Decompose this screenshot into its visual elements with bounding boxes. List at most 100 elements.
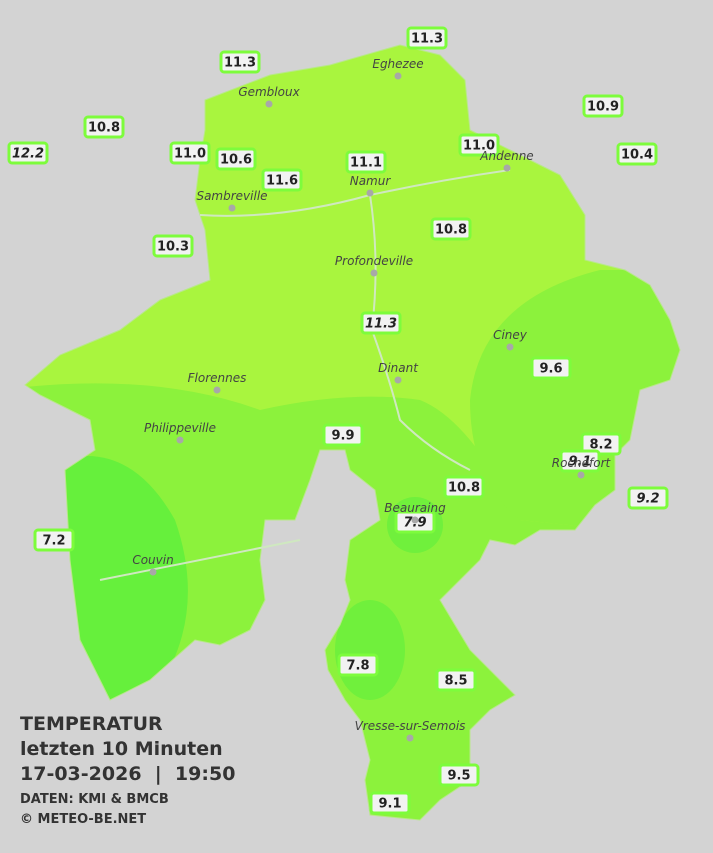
label-box [582,94,624,118]
station-label: 9.9 [322,423,364,447]
legend-datetime: 17-03-2026 | 19:50 [20,763,235,785]
place-name: Ciney [493,328,528,342]
station-label: 12.2 [7,141,49,165]
label-box [261,168,303,192]
place-name: Florennes [188,371,247,385]
station-value: 11.0 [463,139,495,154]
station-value: 10.9 [587,100,619,115]
station-value: 8.5 [444,674,467,689]
label-box [7,141,49,165]
station-label: 10.4 [616,142,658,166]
station-value: 9.9 [331,429,354,444]
station-label: 8.2 [580,432,622,456]
place-dot [411,516,419,524]
place-dot [370,269,378,277]
place-name: Dinant [378,361,419,375]
place-name: Philippeville [144,421,216,435]
label-box [83,115,125,139]
place-dot [228,204,236,212]
station-value: 9.6 [539,362,562,377]
station-label: 9.1 [369,791,411,815]
place-name: Rochefort [552,456,612,470]
place-dot [265,100,273,108]
station-value: 11.3 [411,32,443,47]
station-label: 10.8 [83,115,125,139]
station-value: 9.5 [447,769,470,784]
place-name: Namur [350,174,392,188]
station-value: 7.2 [42,534,65,549]
label-box [322,423,364,447]
station-label: 11.3 [406,26,448,50]
label-box [152,234,194,258]
station-value: 11.3 [224,56,256,71]
station-label: 11.3 [219,50,261,74]
station-label: 9.1 [559,449,601,473]
place-name: Eghezee [372,57,423,71]
river [369,194,471,471]
station-value: 10.8 [435,223,467,238]
label-box [530,356,572,380]
label-box [430,217,472,241]
label-box [33,528,75,552]
station-label: 10.6 [215,147,257,171]
place-dot [394,376,402,384]
label-box [559,449,601,473]
station-label: 11.0 [458,133,500,157]
station-value: 8.2 [589,438,612,453]
label-box [443,475,485,499]
station-value: 11.6 [266,174,298,189]
station-value: 9.2 [636,492,659,507]
station-value: 12.2 [12,147,44,162]
label-box [438,763,480,787]
place-dot [577,471,585,479]
place-dot [213,386,221,394]
place-dot [394,72,402,80]
place-dot [176,436,184,444]
legend: TEMPERATUR letzten 10 Minuten 17-03-2026… [20,713,235,827]
label-box [627,486,669,510]
legend-title: TEMPERATUR [20,713,163,735]
station-label: 11.3 [360,311,402,335]
station-label: 11.0 [169,141,211,165]
station-value: 10.3 [157,240,189,255]
label-box [435,668,477,692]
place-dot [503,164,511,172]
station-label: 7.2 [33,528,75,552]
station-label: 9.5 [438,763,480,787]
label-box [580,432,622,456]
station-label: 10.3 [152,234,194,258]
station-value: 7.8 [346,659,369,674]
station-label: 11.1 [345,150,387,174]
station-label: 9.6 [530,356,572,380]
place-name: Beauraing [384,501,446,515]
station-value: 11.3 [365,317,397,332]
label-box [369,791,411,815]
station-value: 11.1 [350,156,382,171]
place-name: Vresse-sur-Semois [355,719,466,733]
station-label: 7.8 [337,653,379,677]
station-value: 11.0 [174,147,206,162]
station-value: 10.6 [220,153,252,168]
legend-copyright: © METEO-BE.NET [20,812,146,827]
label-box [169,141,211,165]
station-label: 10.8 [430,217,472,241]
station-label: 10.8 [443,475,485,499]
place-name: Andenne [479,149,533,163]
place-name: Gembloux [238,85,300,99]
place-name: Sambreville [196,189,267,203]
label-box [406,26,448,50]
label-box [337,653,379,677]
station-value: 9.1 [378,797,401,812]
river [99,539,301,581]
place-name: Profondeville [335,254,413,268]
label-box [616,142,658,166]
legend-subtitle: letzten 10 Minuten [20,738,223,760]
label-box [360,311,402,335]
place-dot [406,734,414,742]
station-value: 9.1 [568,455,591,470]
label-box [215,147,257,171]
station-value: 10.8 [448,481,480,496]
place-dot [149,568,157,576]
station-value: 10.8 [88,121,120,136]
